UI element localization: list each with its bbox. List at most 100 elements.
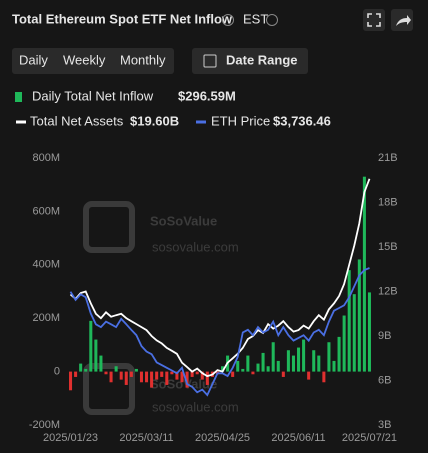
y2-tick-label: 9B [378,330,391,342]
bar [357,259,361,372]
bar [119,371,123,380]
y-tick-label: 400M [32,259,60,271]
bar [69,371,73,391]
y2-tick-label: 6B [378,374,391,386]
bar [94,339,98,372]
bar [89,320,93,372]
bar [185,371,189,388]
bar [190,371,194,377]
bar [291,355,295,372]
legend-swatch [15,92,22,102]
bar [327,342,331,372]
expand-button[interactable] [363,9,385,31]
bar [74,371,78,377]
x-tick-label: 2025/03/11 [119,432,173,444]
line [69,178,371,378]
x-tick-label: 2025/06/11 [271,432,325,444]
bar [236,360,240,372]
legend-label: Total Net Assets [30,113,124,128]
bar [79,363,83,372]
legend-label: Daily Total Net Inflow [32,88,154,103]
bar [195,371,199,375]
y2-tick-label: 21B [378,152,398,164]
tab[interactable]: Monthly [120,52,166,67]
y-tick-label: 600M [32,205,60,217]
bar [124,371,128,385]
line [69,267,370,397]
y-tick-label: 800M [32,152,60,164]
watermark: sosovalue.com [152,239,239,254]
date-range-label: Date Range [226,52,298,67]
y-tick-label: 0 [54,366,60,378]
bar [200,371,204,380]
bar [302,339,306,372]
legend-label: ETH Price [211,113,270,128]
bar [221,366,225,372]
watermark: sosovalue.com [152,399,239,414]
legend-value: $19.60B [130,113,179,128]
bar [362,176,366,372]
date-range-button[interactable] [192,48,308,74]
watermark: SoSoValue [150,213,217,228]
bar [84,368,88,372]
bar [155,371,159,380]
bar [337,336,341,372]
tab[interactable]: Daily [19,52,48,67]
bar [251,371,255,375]
bar [297,347,301,372]
bar [307,371,311,380]
bar [134,368,138,372]
bar [231,371,235,377]
bar [286,350,290,372]
bar [261,352,265,372]
bar [312,350,316,372]
bar [241,368,245,372]
bar [352,294,356,372]
x-tick-label: 2025/04/25 [195,432,250,444]
bar [129,371,133,377]
share-button[interactable] [391,9,413,31]
x-tick-label: 2025/01/23 [43,432,98,444]
bar [246,355,250,372]
info-icon[interactable] [266,14,278,26]
legend-value: $3,736.46 [273,113,331,128]
bar [342,315,346,372]
bar [160,371,164,377]
y2-tick-label: 3B [378,419,391,431]
bar [150,371,154,388]
title: Total Ethereum Spot ETF Net Inflow [12,11,233,26]
calendar-icon [203,54,217,68]
y-tick-label: -200M [29,419,60,431]
tab-group [12,48,174,74]
bar [276,360,280,372]
bar [271,342,275,372]
y2-tick-label: 15B [378,241,398,253]
y2-tick-label: 18B [378,196,398,208]
watermark-logo [83,363,135,415]
x-tick-label: 2025/07/21 [342,432,397,444]
y-tick-label: 200M [32,312,60,324]
bar [99,355,103,372]
bar [332,360,336,372]
bar [205,371,209,385]
tab[interactable]: Weekly [63,52,106,67]
bar [347,270,351,372]
legend-value: $296.59M [178,88,236,103]
bar [266,366,270,372]
y2-tick-label: 12B [378,285,398,297]
bar [175,371,179,380]
bar [114,366,118,372]
bar [281,371,285,377]
bar [170,371,174,375]
bar [180,371,184,383]
info-icon[interactable] [222,14,234,26]
bar [109,371,113,383]
bar [317,355,321,372]
bar [165,371,169,385]
bar [367,292,371,372]
watermark-logo [83,201,135,253]
bar [256,363,260,372]
bar [139,371,143,383]
bar [145,371,149,383]
